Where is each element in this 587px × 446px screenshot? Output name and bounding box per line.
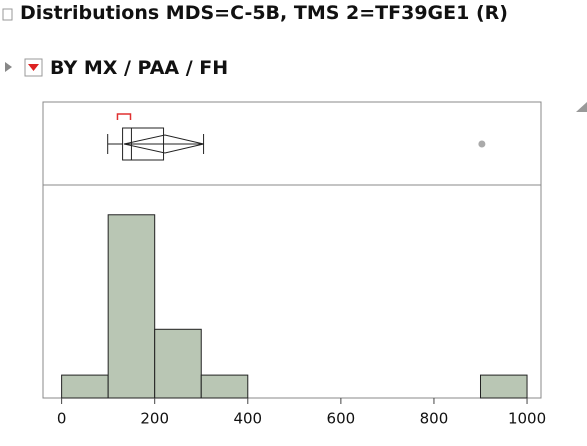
- outlier: [478, 140, 486, 148]
- plot-frame: [42, 101, 542, 399]
- bar: [200, 374, 249, 399]
- x-tick-label: 800: [420, 410, 449, 428]
- disclosure-icon[interactable]: [5, 62, 12, 72]
- x-tick-label: 400: [233, 410, 262, 428]
- menu-triangle: [28, 64, 39, 71]
- shortest-half: [116, 113, 132, 120]
- window-title: Distributions MDS=C-5B, TMS 2=TF39GE1 (R…: [20, 2, 508, 24]
- x-tick-label: 600: [327, 410, 356, 428]
- group-title: BY MX / PAA / FH: [50, 57, 229, 79]
- x-tick-label: 1000: [508, 410, 546, 428]
- bar: [107, 214, 156, 399]
- bar: [154, 328, 202, 399]
- resize-handle[interactable]: [576, 102, 587, 112]
- bar: [61, 374, 109, 399]
- x-tick-label: 0: [57, 410, 67, 428]
- x-tick-label: 200: [140, 410, 169, 428]
- disclosure-icon[interactable]: [2, 8, 13, 21]
- bar: [479, 374, 528, 399]
